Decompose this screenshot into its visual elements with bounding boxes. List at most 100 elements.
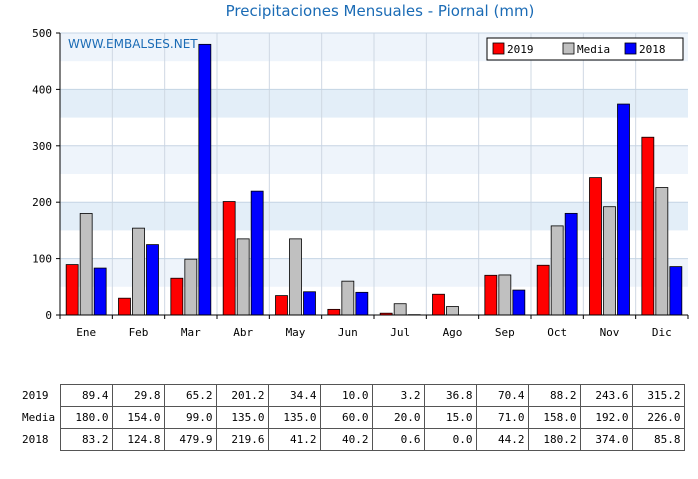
y-tick-label: 500 — [32, 27, 52, 40]
bar-media-ago — [446, 306, 459, 316]
table-row-label: Media — [22, 406, 61, 429]
bar-2018-mar — [198, 43, 212, 316]
bar-media-ene — [79, 213, 93, 316]
table-cell: 20.0 — [371, 406, 425, 429]
table-cell: 192.0 — [579, 406, 633, 429]
table-cell: 135.0 — [215, 406, 269, 429]
table-cell: 65.2 — [163, 384, 217, 407]
table-row-label: 2018 — [22, 428, 61, 451]
bar-2019-feb — [118, 297, 131, 316]
table-cell: 36.8 — [423, 384, 477, 407]
y-tick-label: 200 — [32, 196, 52, 209]
table-cell: 70.4 — [475, 384, 529, 407]
table-cell: 135.0 — [267, 406, 321, 429]
x-tick-label: May — [286, 326, 306, 339]
data-table: 2019 89.4 29.8 65.2 201.2 34.4 10.0 3.2 36.8 70.4… — [22, 384, 685, 451]
y-tick-label: 100 — [32, 253, 52, 266]
x-tick-label: Ago — [443, 326, 463, 339]
x-tick-label: Mar — [181, 326, 201, 339]
table-cell: 201.2 — [215, 384, 269, 407]
x-tick-label: Jun — [338, 326, 358, 339]
table-cell: 83.2 — [59, 428, 113, 451]
x-tick-label: Oct — [547, 326, 567, 339]
table-cell: 99.0 — [163, 406, 217, 429]
bar-2018-ene — [93, 267, 107, 316]
bar-media-nov — [603, 206, 616, 316]
x-tick-label: Dic — [652, 326, 672, 339]
table-cell: 0.6 — [371, 428, 425, 451]
table-cell: 44.2 — [475, 428, 529, 451]
x-tick-label: Nov — [600, 326, 620, 339]
legend-swatch-media — [562, 42, 575, 55]
table-cell: 124.8 — [111, 428, 165, 451]
bar-2019-dic — [641, 136, 655, 316]
bar-2018-oct — [564, 212, 578, 316]
bar-media-may — [289, 238, 302, 316]
table-cell: 219.6 — [215, 428, 269, 451]
bar-2018-feb — [146, 244, 159, 316]
x-axis: Ene Feb Mar Abr May Jun Jul Ago Sep Oct Nov Dic — [59, 33, 689, 339]
table-cell: 243.6 — [579, 384, 633, 407]
bar-media-oct — [550, 225, 564, 316]
bar-2018-sep — [512, 289, 526, 316]
y-tick-label: 400 — [32, 83, 52, 96]
x-tick-label: Sep — [495, 326, 515, 339]
table-cell: 29.8 — [111, 384, 165, 407]
chart-title: Precipitaciones Mensuales - Piornal (mm) — [226, 2, 535, 20]
legend-label-2019: 2019 — [507, 43, 534, 56]
x-tick-label: Ene — [76, 326, 96, 339]
bar-media-mar — [184, 258, 198, 316]
bars — [65, 43, 683, 316]
bar-2018-abr — [250, 190, 264, 316]
table-cell: 3.2 — [371, 384, 425, 407]
table-cell: 0.0 — [423, 428, 477, 451]
bar-2019-oct — [536, 264, 550, 316]
table-cell: 10.0 — [319, 384, 373, 407]
y-tick-label: 300 — [32, 140, 52, 153]
legend-label-2018: 2018 — [639, 43, 666, 56]
bar-2019-ene — [65, 264, 79, 316]
bar-2018-jun — [355, 291, 369, 316]
x-tick-label: Jul — [390, 326, 410, 339]
precipitation-chart: Precipitaciones Mensuales - Piornal (mm)… — [32, 2, 689, 339]
table-cell: 154.0 — [111, 406, 165, 429]
table-cell: 180.0 — [59, 406, 113, 429]
x-tick-label: Feb — [129, 326, 149, 339]
table-cell: 158.0 — [527, 406, 581, 429]
y-tick-label: 0 — [45, 309, 52, 322]
table-cell: 88.2 — [527, 384, 581, 407]
table-cell: 374.0 — [579, 428, 633, 451]
table-row: Media 180.0 154.0 99.0 135.0 135.0 60.0 20.0 15.… — [22, 406, 685, 429]
bar-media-feb — [132, 227, 145, 316]
table-cell: 315.2 — [631, 384, 685, 407]
bar-2019-sep — [484, 274, 498, 316]
table-cell: 85.8 — [631, 428, 685, 451]
x-tick-label: Abr — [233, 326, 253, 339]
table-cell: 60.0 — [319, 406, 373, 429]
table-cell: 479.9 — [163, 428, 217, 451]
table-cell: 180.2 — [527, 428, 581, 451]
y-axis: 0 100 200 300 400 500 — [32, 27, 60, 322]
bar-2019-jun — [327, 308, 341, 316]
table-row: 2019 89.4 29.8 65.2 201.2 34.4 10.0 3.2 36.8 70.4… — [22, 384, 685, 407]
legend-swatch-2018 — [624, 42, 637, 55]
bar-2018-dic — [669, 266, 683, 316]
bar-2019-may — [275, 295, 288, 316]
bar-media-sep — [498, 274, 512, 316]
bar-media-jun — [341, 280, 355, 316]
bar-2019-ago — [432, 293, 445, 316]
table-cell: 41.2 — [267, 428, 321, 451]
watermark-text: WWW.EMBALSES.NET — [68, 37, 198, 51]
legend: 2019 Media 2018 — [486, 37, 684, 61]
table-row-label: 2019 — [22, 384, 61, 407]
table-cell: 34.4 — [267, 384, 321, 407]
table-cell: 71.0 — [475, 406, 529, 429]
table-cell: 89.4 — [59, 384, 113, 407]
table-row: 2018 83.2 124.8 479.9 219.6 41.2 40.2 0.6 0.0 44.… — [22, 428, 685, 451]
data-table-container: 2019 89.4 29.8 65.2 201.2 34.4 10.0 3.2 36.8 70.4… — [22, 384, 685, 451]
bar-media-abr — [236, 238, 250, 316]
bar-media-jul — [393, 303, 407, 316]
bar-2019-mar — [170, 277, 184, 316]
bar-2018-nov — [617, 103, 630, 316]
table-cell: 226.0 — [631, 406, 685, 429]
